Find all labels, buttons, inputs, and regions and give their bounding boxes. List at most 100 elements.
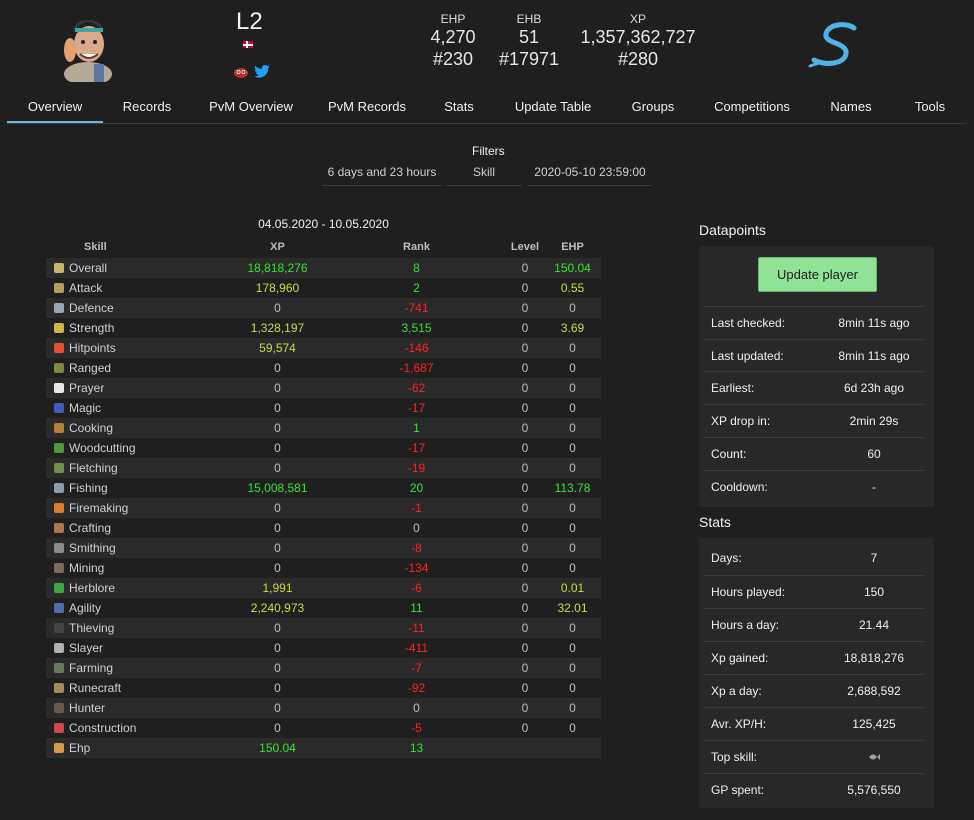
skill-row-crafting: Crafting 0 0 0 0 [46, 518, 601, 538]
tab-overview[interactable]: Overview [27, 99, 83, 114]
stat-row: Xp gained: 18,818,276 [704, 641, 924, 674]
skill-label: Thieving [69, 621, 115, 635]
twitter-icon[interactable] [254, 65, 270, 78]
rank-cell: -146 [404, 341, 429, 355]
xp-label: XP [629, 12, 646, 26]
crafting-icon [54, 523, 64, 533]
skill-name: Prayer [46, 378, 228, 398]
rank-cell: 1 [413, 421, 420, 435]
tab-stats[interactable]: Stats [444, 99, 474, 114]
tab-competitions[interactable]: Competitions [714, 99, 790, 114]
skill-row-construction: Construction 0 -5 0 0 [46, 718, 601, 738]
skill-label: Mining [69, 561, 105, 575]
stat-label: Xp a day: [711, 684, 762, 698]
skill-row-smithing: Smithing 0 -8 0 0 [46, 538, 601, 558]
smithing-icon [54, 543, 64, 553]
skill-name: Ranged [46, 358, 228, 378]
type-filter[interactable]: Skill [446, 160, 522, 186]
tab-groups[interactable]: Groups [631, 99, 675, 114]
stat-row: Top skill: [704, 740, 924, 773]
skill-name: Defence [46, 298, 228, 318]
skill-row-woodcutting: Woodcutting 0 -17 0 0 [46, 438, 601, 458]
table-header-row: Skill XP Rank Level EHP [46, 236, 601, 258]
stat-label: GP spent: [711, 783, 765, 797]
stats-title: Stats [699, 514, 731, 530]
site-logo-icon[interactable] [808, 20, 864, 74]
main-nav: Overview Records PvM Overview PvM Record… [7, 93, 967, 124]
hitpoints-icon [54, 343, 64, 353]
xp-cell: 0 [274, 501, 281, 515]
level-cell: 0 [521, 441, 529, 455]
rank-cell: -6 [411, 581, 422, 595]
magic-icon [54, 403, 64, 413]
ehp-cell: 113.78 [554, 481, 591, 495]
skill-row-overall: Overall 18,818,276 8 0 150.04 [46, 258, 601, 278]
level-cell: 0 [521, 681, 529, 695]
datapoint-value: 6d 23h ago [843, 381, 905, 395]
skill-name: Ehp [46, 738, 228, 758]
ehp-cell [544, 738, 601, 758]
level-cell: 0 [521, 501, 529, 515]
xp-header[interactable]: XP [270, 241, 285, 253]
skill-name: Herblore [46, 578, 228, 598]
rank-header[interactable]: Rank [403, 241, 430, 253]
skill-header[interactable]: Skill [84, 241, 107, 253]
mining-icon [54, 563, 64, 573]
tab-names[interactable]: Names [830, 99, 872, 114]
rank-cell: -19 [407, 461, 426, 475]
datapoint-value: - [872, 480, 876, 494]
rank-cell: -62 [407, 381, 426, 395]
strength-icon [54, 323, 64, 333]
fletching-icon [54, 463, 64, 473]
level-cell: 0 [521, 361, 529, 375]
flag-icon [243, 41, 253, 48]
skill-label: Firemaking [69, 501, 129, 515]
ehp-cell: 0 [569, 721, 576, 735]
runecraft-icon [54, 683, 64, 693]
skill-row-defence: Defence 0 -741 0 0 [46, 298, 601, 318]
period-filter[interactable]: 6 days and 23 hours [322, 160, 442, 186]
ehp-cell: 0 [569, 621, 576, 635]
stat-label: Hours a day: [711, 618, 780, 632]
skill-name: Crafting [46, 518, 228, 538]
tab-tools[interactable]: Tools [914, 99, 946, 114]
xp-cell: 0 [274, 661, 281, 675]
tab-pvm-overview[interactable]: PvM Overview [209, 99, 293, 114]
filters-title: Filters [472, 144, 505, 158]
level-header[interactable]: Level [510, 241, 540, 253]
level-cell: 0 [521, 321, 529, 335]
skill-label: Hunter [69, 701, 106, 715]
rank-cell: 2 [413, 281, 420, 295]
skill-label: Hitpoints [69, 341, 116, 355]
skill-name: Construction [46, 718, 228, 738]
skill-row-thieving: Thieving 0 -11 0 0 [46, 618, 601, 638]
skill-row-herblore: Herblore 1,991 -6 0 0.01 [46, 578, 601, 598]
stat-value: 7 [870, 551, 878, 565]
tab-pvm-records[interactable]: PvM Records [327, 99, 407, 114]
overall-icon [54, 263, 64, 273]
rank-cell: 13 [409, 741, 424, 755]
skill-label: Smithing [69, 541, 116, 555]
update-player-button[interactable]: Update player [758, 257, 877, 292]
xp-cell: 0 [274, 381, 281, 395]
tab-update-table[interactable]: Update Table [514, 99, 592, 114]
level-cell: 0 [521, 661, 529, 675]
datapoint-row: Last updated: 8min 11s ago [704, 339, 924, 372]
ehp-header[interactable]: EHP [561, 241, 584, 253]
skill-row-prayer: Prayer 0 -62 0 0 [46, 378, 601, 398]
datapoint-row: Last checked: 8min 11s ago [704, 306, 924, 339]
tab-records[interactable]: Records [122, 99, 172, 114]
rank-cell: 20 [409, 481, 424, 495]
skill-row-agility: Agility 2,240,973 11 0 32.01 [46, 598, 601, 618]
skill-name: Agility [46, 598, 228, 618]
skill-row-hitpoints: Hitpoints 59,574 -146 0 0 [46, 338, 601, 358]
skill-row-strength: Strength 1,328,197 3,515 0 3.69 [46, 318, 601, 338]
stat-label: Xp gained: [711, 651, 769, 665]
crystal-math-icon[interactable] [234, 66, 248, 78]
ehp-value: 4,270 [430, 27, 476, 47]
datapoint-value: 8min 11s ago [838, 316, 910, 330]
date-filter[interactable]: 2020-05-10 23:59:00 [528, 160, 652, 186]
ehp-cell: 0 [569, 521, 576, 535]
rank-cell: 0 [413, 521, 420, 535]
skill-row-hunter: Hunter 0 0 0 0 [46, 698, 601, 718]
